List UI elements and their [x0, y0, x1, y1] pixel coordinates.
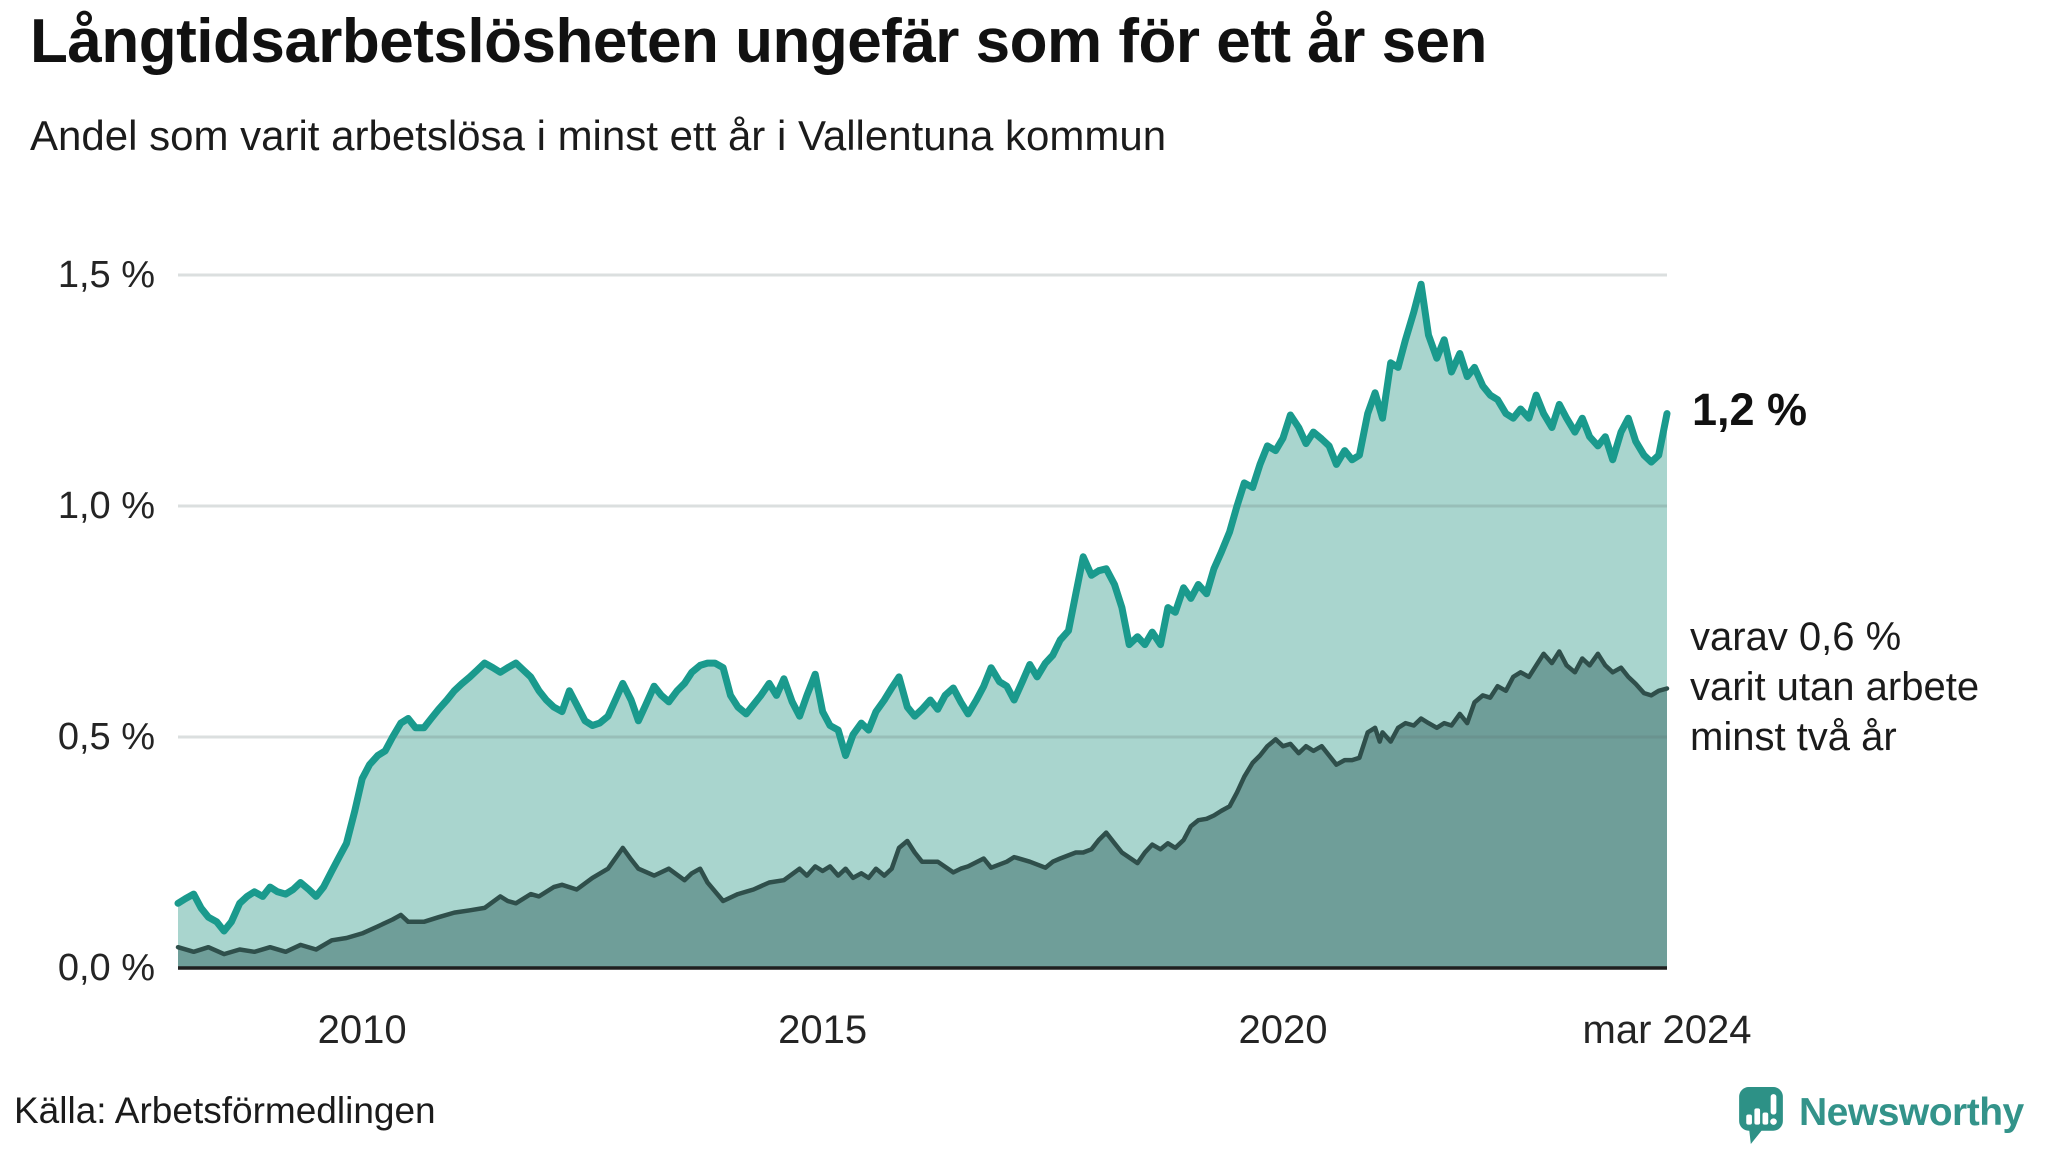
newsworthy-logo: Newsworthy [1738, 1086, 2024, 1145]
area-fill-minst-tva-ar [178, 651, 1667, 968]
source-attribution: Källa: Arbetsförmedlingen [14, 1090, 436, 1131]
newsworthy-wordmark: Newsworthy [1799, 1090, 2024, 1134]
x-axis-tick-2020: 2020 [1238, 1008, 1328, 1052]
latest-value-label: 1,2 % [1692, 383, 1808, 435]
line-minst-ett-ar [174, 280, 1671, 935]
y-axis-tick-1-0: 1,0 % [57, 485, 155, 527]
page-subtitle: Andel som varit arbetslösa i minst ett å… [30, 112, 1167, 159]
page-title: Långtidsarbetslösheten ungefär som för e… [30, 7, 1487, 76]
exclamation-dot [1770, 1118, 1777, 1125]
exclamation-bar [1770, 1094, 1777, 1115]
secondary-series-annotation: varav 0,6 % varit utan arbete minst två … [1690, 615, 1980, 760]
y-axis-tick-0-5: 0,5 % [57, 716, 155, 758]
bar-2 [1754, 1108, 1761, 1125]
y-axis-tick-0-0: 0,0 % [57, 947, 155, 989]
bar-3 [1762, 1112, 1769, 1125]
line-minst-tva-ar [175, 649, 1670, 957]
x-axis-tick-2010: 2010 [317, 1008, 407, 1052]
y-axis-tick-1-5: 1,5 % [57, 254, 155, 296]
newsworthy-bubble-icon [1739, 1087, 1783, 1144]
x-axis-tick-mar-2024: mar 2024 [1582, 1008, 1752, 1052]
bar-1 [1746, 1114, 1752, 1125]
x-axis-tick-2015: 2015 [778, 1008, 868, 1052]
